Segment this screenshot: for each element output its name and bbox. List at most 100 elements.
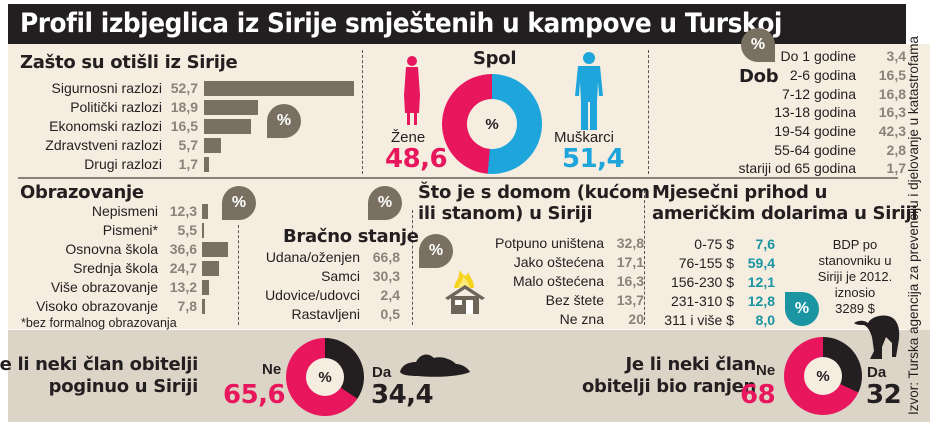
- wounded-no-value: 68: [740, 380, 776, 410]
- age-value: 16,5: [878, 67, 906, 83]
- reason-value: 52,7: [170, 80, 198, 96]
- reason-label: Zdravstveni razlozi: [45, 137, 162, 153]
- gdp-note-line: iznosio: [834, 285, 876, 300]
- marital-label: Rastavljeni: [291, 306, 360, 322]
- wounded-yes-label: Da: [867, 364, 887, 381]
- section-divider: [18, 177, 898, 179]
- percent-icon: %: [741, 28, 775, 62]
- education-bar: [202, 204, 208, 219]
- education-bar: [202, 280, 209, 295]
- age-label: 7-12 godina: [782, 86, 856, 102]
- reason-value: 18,9: [170, 99, 198, 115]
- income-label: 231-310 $: [670, 293, 734, 309]
- marital-value: 0,5: [380, 306, 400, 322]
- column-divider: [412, 210, 413, 325]
- education-label: Više obrazovanje: [50, 279, 158, 295]
- education-value: 5,5: [177, 222, 197, 238]
- column-divider: [362, 50, 363, 174]
- income-title-line2: američkim dolarima u Siriji: [652, 203, 918, 224]
- percent-icon: %: [222, 186, 256, 220]
- education-value: 36,6: [169, 241, 197, 257]
- source-text: Izvor: Turska agencija za prevenciju i d…: [906, 36, 921, 415]
- home-value: 16,3: [616, 273, 644, 289]
- home-value: 20: [628, 311, 644, 327]
- column-divider: [648, 50, 649, 174]
- home-label: Potpuno uništena: [495, 235, 604, 251]
- lying-body-icon: [400, 354, 470, 377]
- reason-bar: [204, 119, 251, 134]
- gdp-note-line: BDP po: [832, 237, 878, 252]
- killed-question-line2: poginuo u Siriji: [48, 376, 199, 397]
- education-value: 7,8: [177, 298, 197, 314]
- gdp-note-line: Siriji je 2012.: [817, 269, 893, 284]
- column-divider: [644, 190, 645, 325]
- income-label: 76-155 $: [678, 255, 734, 271]
- percent-icon: %: [267, 104, 301, 138]
- income-label: 311 i više $: [664, 312, 734, 328]
- percent-icon: %: [419, 234, 453, 268]
- education-bar: [202, 223, 204, 238]
- percent-icon: %: [306, 358, 344, 396]
- column-divider: [238, 225, 239, 325]
- marital-label: Udovice/udovci: [265, 287, 360, 303]
- age-value: 3,4: [886, 48, 906, 64]
- age-label: 2-6 godina: [789, 67, 856, 83]
- education-label: Osnovna škola: [65, 241, 158, 257]
- killed-no-value: 65,6: [223, 380, 286, 410]
- marital-label: Udana/oženjen: [265, 249, 360, 265]
- burning-house-icon: [445, 270, 485, 314]
- reason-label: Sigurnosni razlozi: [51, 80, 163, 96]
- man-icon: [575, 52, 603, 130]
- reason-label: Politički razlozi: [70, 99, 162, 115]
- age-title: Dob: [739, 66, 779, 87]
- reason-bar: [204, 157, 209, 172]
- home-label: Jako oštećena: [513, 254, 604, 270]
- women-value: 48,6: [385, 144, 448, 174]
- income-title-line1: Mjesečni prihod u: [652, 182, 828, 203]
- wounded-donut-chart: %: [784, 337, 862, 415]
- reason-label: Drugi razlozi: [84, 156, 162, 172]
- killed-question-line1: Je li neki član obitelji: [0, 354, 198, 375]
- education-footnote: *bez formalnog obrazovanja: [21, 316, 177, 330]
- age-value: 16,8: [878, 86, 906, 102]
- wounded-question-line2: obitelji bio ranjen: [581, 376, 756, 397]
- percent-icon: %: [368, 186, 402, 220]
- marital-value: 30,3: [372, 268, 400, 284]
- home-title-line2: ili stanom) u Siriji: [418, 203, 593, 224]
- infographic-title: Profil izbjeglica iz Sirije smještenih u…: [20, 8, 782, 39]
- reason-value: 1,7: [178, 156, 198, 172]
- home-title-line1: Što je s domom (kućom: [418, 182, 650, 203]
- wounded-yes-value: 32: [866, 380, 902, 410]
- age-label: Do 1 godine: [780, 48, 856, 64]
- marital-title: Bračno stanje: [283, 226, 419, 247]
- income-value: 7,6: [755, 236, 775, 252]
- age-label: 13-18 godina: [774, 104, 856, 120]
- killed-yes-label: Da: [372, 364, 392, 381]
- percent-icon: %: [785, 292, 819, 326]
- marital-value: 2,4: [380, 287, 400, 303]
- reason-bar: [204, 81, 354, 96]
- home-label: Bez štete: [545, 292, 604, 308]
- income-value: 8,0: [755, 312, 775, 328]
- men-label: Muškarci: [554, 129, 615, 146]
- education-label: Pismeni*: [102, 222, 158, 238]
- income-value: 12,8: [747, 293, 775, 309]
- source-credit: Izvor: Turska agencija za prevenciju i d…: [906, 0, 930, 420]
- income-value: 12,1: [747, 274, 775, 290]
- education-value: 12,3: [169, 203, 197, 219]
- education-title: Obrazovanje: [20, 182, 144, 203]
- bottom-band: [8, 330, 930, 422]
- income-value: 59,4: [747, 255, 775, 271]
- killed-donut-chart: %: [286, 338, 364, 416]
- gdp-note-line: stanovniku u: [818, 253, 892, 268]
- wounded-no-label: Ne: [756, 362, 776, 379]
- home-value: 32,8: [616, 235, 644, 251]
- reason-value: 5,7: [178, 137, 198, 153]
- income-label: 0-75 $: [694, 236, 734, 252]
- wounded-person-icon: [854, 315, 900, 359]
- gdp-note: BDP po stanovniku u Siriji je 2012. izno…: [810, 237, 900, 317]
- age-label: stariji od 65 godina: [738, 160, 856, 176]
- reason-bar: [204, 138, 221, 153]
- killed-no-label: Ne: [262, 361, 282, 378]
- wounded-question-line1: Je li neki član: [625, 354, 756, 375]
